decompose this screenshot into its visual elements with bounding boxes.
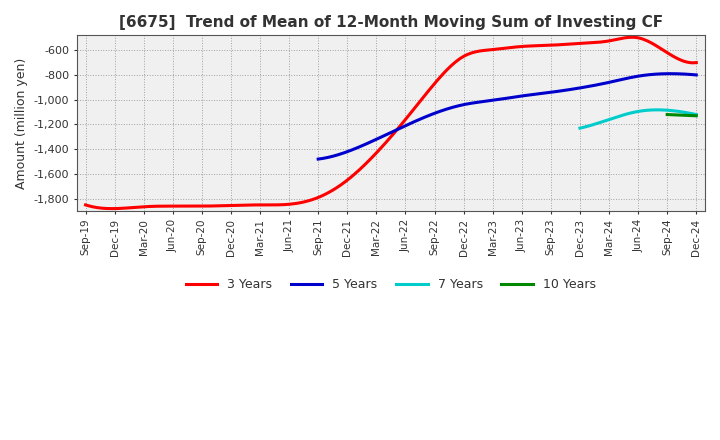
Y-axis label: Amount (million yen): Amount (million yen): [15, 58, 28, 189]
Legend: 3 Years, 5 Years, 7 Years, 10 Years: 3 Years, 5 Years, 7 Years, 10 Years: [181, 273, 600, 296]
Title: [6675]  Trend of Mean of 12-Month Moving Sum of Investing CF: [6675] Trend of Mean of 12-Month Moving …: [119, 15, 663, 30]
